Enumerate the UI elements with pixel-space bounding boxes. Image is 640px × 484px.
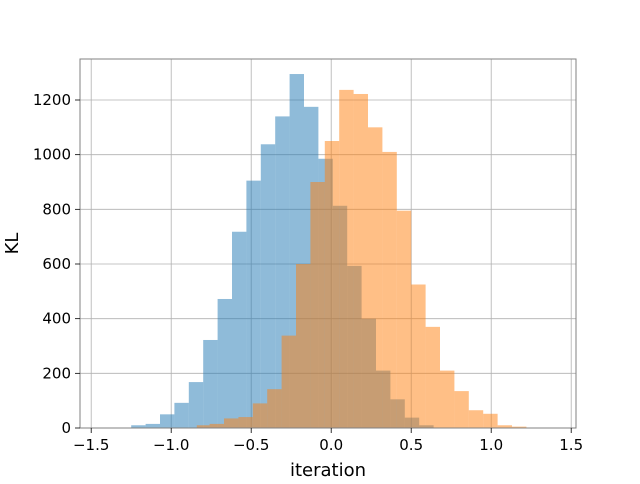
y-axis-ticks: 0 200 400 600 800 1000 1200 [33,91,80,437]
histogram-bar-series-2 [310,182,325,428]
histogram-bar-series-1 [188,382,204,428]
y-axis-label: KL [2,233,23,255]
histogram-bar-series-1 [260,144,276,428]
plot-frame [79,58,577,429]
histogram-bar-series-2 [454,391,469,428]
x-axis-label: iteration [290,460,366,480]
x-tick-label: −1.5 [73,436,109,454]
x-tick-label: 1.5 [559,436,583,454]
histogram-bar-series-2 [483,413,498,428]
histogram-bar-series-1 [232,231,247,428]
histogram-bars [131,74,527,429]
histogram-bar-series-2 [468,410,484,428]
histogram-bar-series-2 [281,335,296,428]
histogram-bar-series-2 [440,370,455,428]
histogram-bar-series-2 [382,151,397,428]
x-tick-label: −1.0 [153,436,189,454]
x-tick-label: 1.0 [479,436,503,454]
histogram-bar-series-2 [425,326,440,428]
histogram-bar-series-1 [145,423,160,428]
histogram-bar-series-1 [160,414,175,428]
histogram-bar-series-2 [512,426,527,428]
histogram-bar-series-2 [339,89,354,429]
histogram-bar-series-1 [217,298,232,428]
y-tick-label: 1000 [33,146,71,164]
histogram-bar-series-2 [324,141,340,428]
histogram-bar-series-2 [396,210,412,428]
y-tick-label: 0 [61,419,71,437]
histogram-bar-series-2 [497,425,512,428]
y-tick-label: 600 [42,255,71,273]
x-tick-label: 0.5 [399,436,423,454]
histogram-bar-series-1 [174,402,189,428]
x-axis-ticks: −1.5 −1.0 −0.5 0.0 0.5 1.0 1.5 [73,428,583,454]
histogram-bar-series-2 [238,417,253,428]
histogram-bar-series-2 [411,284,426,428]
y-tick-label: 200 [42,364,71,382]
x-tick-label: 0.0 [319,436,343,454]
histogram-bar-series-2 [224,418,239,428]
histogram-bar-series-2 [296,264,311,428]
histogram-bar-series-2 [209,423,224,428]
histogram-bar-series-1 [246,180,261,428]
histogram-bar-series-1 [203,339,218,428]
histogram-bar-series-2 [353,93,368,428]
histogram-bar-series-2 [267,389,282,428]
histogram-bar-series-2 [196,425,210,428]
histogram-bar-series-1 [131,425,146,428]
histogram-bar-series-2 [368,127,383,428]
x-tick-label: −0.5 [233,436,269,454]
y-tick-label: 1200 [33,91,71,109]
y-tick-label: 800 [42,200,71,218]
y-tick-label: 400 [42,310,71,328]
histogram-bar-series-2 [252,403,268,428]
